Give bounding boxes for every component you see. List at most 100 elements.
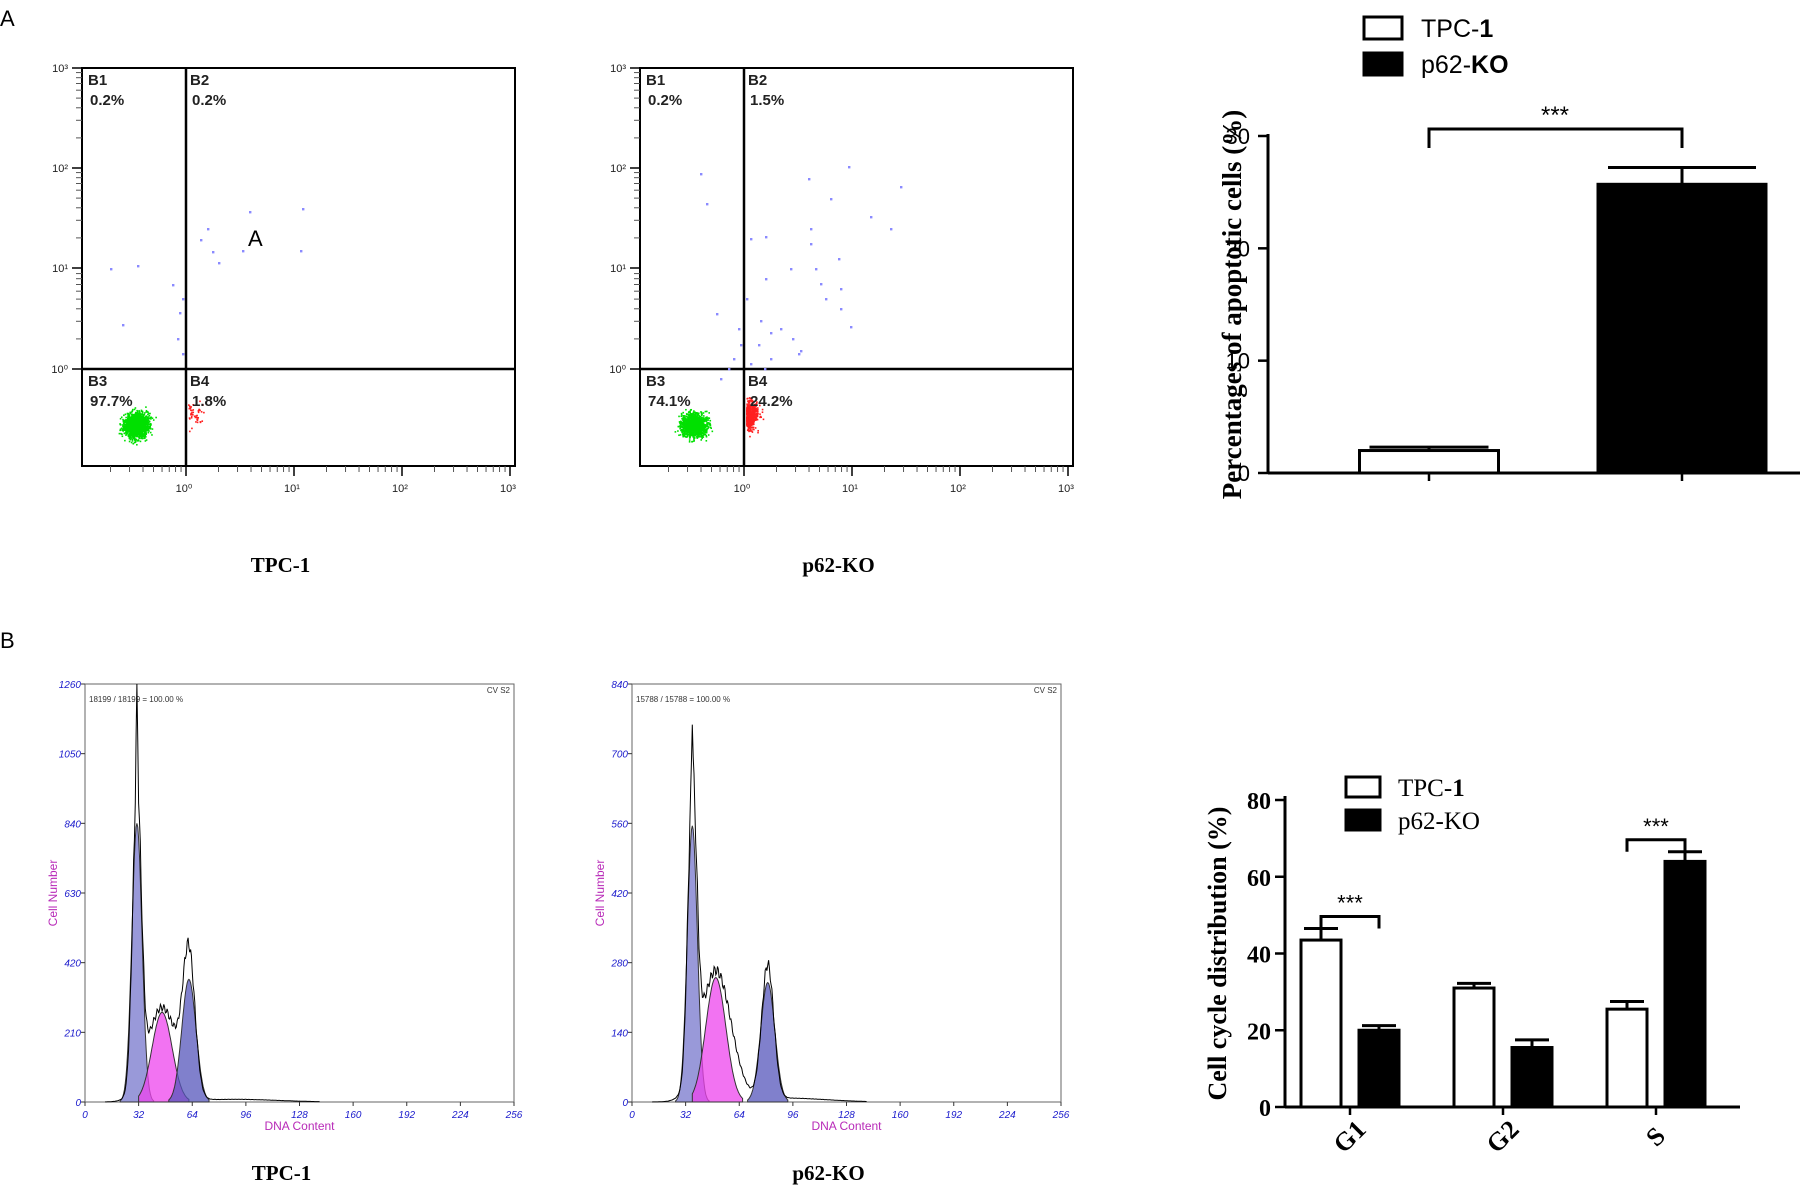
x-tick-label: 32 — [680, 1110, 692, 1121]
event-dot — [697, 436, 699, 439]
event-dot — [300, 250, 303, 253]
event-dot — [139, 435, 142, 437]
event-dot — [682, 429, 685, 431]
event-dot — [137, 440, 139, 442]
y-tick-label: 30 — [1226, 124, 1250, 149]
x-tick-label: 192 — [398, 1110, 415, 1121]
event-dot — [680, 425, 682, 427]
event-dot — [761, 408, 764, 411]
panel-label-a: A — [0, 6, 15, 31]
x-tick-label: 10¹ — [842, 483, 858, 495]
event-dot — [689, 411, 692, 414]
y-tick-label: 420 — [611, 889, 628, 900]
event-dot — [128, 415, 131, 418]
event-dot — [838, 258, 841, 261]
event-dot — [196, 419, 199, 422]
event-dot — [143, 436, 146, 438]
event-dot — [702, 426, 705, 428]
event-dot — [746, 416, 748, 419]
event-dot — [746, 403, 748, 406]
event-dot — [682, 432, 684, 435]
event-dot — [136, 420, 139, 423]
event-dot — [753, 420, 756, 422]
event-dot — [140, 409, 143, 412]
quadrant-percent-label: 97.7% — [90, 393, 133, 410]
event-dot — [121, 433, 123, 436]
event-dot — [683, 416, 685, 419]
event-dot — [754, 414, 756, 417]
event-dot — [144, 434, 147, 437]
event-dot — [755, 418, 758, 421]
event-dot — [688, 439, 691, 441]
event-dot — [141, 423, 143, 426]
event-dot — [147, 418, 149, 421]
event-dot — [757, 429, 759, 432]
event-dot — [697, 416, 700, 419]
event-dot — [693, 430, 695, 433]
event-dot — [746, 423, 748, 426]
event-dot — [701, 416, 703, 419]
y-tick-label: 1260 — [59, 680, 82, 691]
event-dot — [141, 437, 144, 440]
x-tick-label: 192 — [945, 1110, 962, 1121]
event-dot — [146, 419, 149, 422]
event-dot — [182, 353, 185, 356]
event-dot — [145, 428, 148, 431]
s-phase-area — [691, 977, 744, 1103]
y-axis-title: Cell cycle distribution (%) — [1203, 807, 1232, 1101]
event-dot — [140, 417, 143, 420]
event-dot — [143, 412, 146, 414]
event-dot — [750, 405, 753, 407]
event-dot — [218, 262, 221, 265]
event-dot — [122, 429, 125, 431]
event-dot — [128, 433, 131, 435]
event-dot — [138, 421, 141, 424]
event-dot — [138, 414, 141, 416]
g2-peak-area — [168, 978, 210, 1103]
event-dot — [694, 433, 697, 436]
y-tick-label: 700 — [611, 750, 628, 761]
event-dot — [699, 430, 701, 433]
event-dot — [690, 425, 693, 428]
event-dot — [800, 350, 803, 353]
event-dot — [151, 417, 154, 420]
event-dot — [747, 397, 749, 400]
event-dot — [683, 433, 686, 435]
event-dot — [140, 437, 143, 440]
event-dot — [130, 413, 133, 416]
event-dot — [125, 432, 128, 435]
event-dot — [136, 431, 139, 433]
event-dot — [188, 404, 190, 406]
event-dot — [810, 228, 813, 231]
event-dot — [684, 416, 686, 419]
event-dot — [124, 420, 127, 422]
quadrant-id-label: B2 — [748, 72, 767, 89]
event-dot — [129, 431, 132, 433]
event-dot — [753, 416, 756, 418]
event-dot — [124, 413, 127, 416]
x-tick-label: 160 — [345, 1110, 362, 1121]
event-dot — [840, 308, 843, 311]
event-dot — [695, 423, 698, 426]
event-dot — [692, 434, 695, 437]
event-dot — [131, 418, 134, 420]
y-tick-label: 10 — [1226, 349, 1250, 374]
event-dot — [695, 429, 697, 432]
legend-label: TPC-1 — [1398, 775, 1465, 802]
event-dot — [189, 407, 192, 410]
event-dot — [703, 427, 706, 430]
event-dot — [698, 427, 701, 430]
event-dot — [122, 422, 125, 425]
event-dot — [701, 427, 703, 430]
event-dot — [137, 416, 140, 419]
event-dot — [770, 358, 773, 361]
event-dot — [134, 427, 136, 429]
event-dot — [748, 408, 751, 411]
event-dot — [710, 427, 712, 430]
event-dot — [752, 423, 755, 426]
event-dot — [125, 428, 128, 431]
event-dot — [682, 431, 684, 433]
event-dot — [749, 399, 752, 402]
event-dot — [685, 431, 687, 433]
event-dot — [749, 424, 752, 427]
